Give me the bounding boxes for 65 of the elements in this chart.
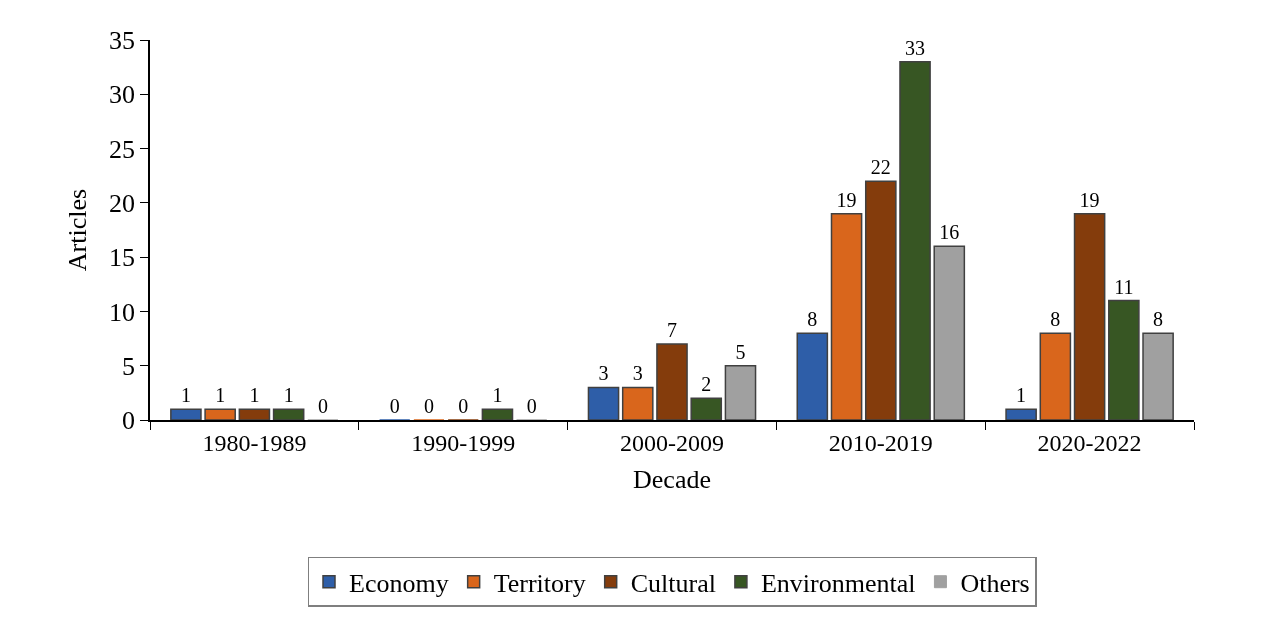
data-label: 8 [1153,308,1164,331]
data-label: 2 [701,373,712,396]
y-tick-label: 35 [109,26,136,56]
bar [621,386,654,420]
data-label: 1 [249,384,260,407]
x-tick-label: 2000-2009 [620,429,724,456]
y-tick-label: 0 [122,406,136,436]
bar [238,408,271,420]
data-label: 16 [939,221,960,244]
bar [933,245,966,420]
data-label: 11 [1114,275,1134,298]
bar [830,212,863,420]
bar [899,60,931,420]
data-label: 0 [423,395,434,417]
y-tick-label: 20 [109,188,136,218]
bar [796,332,829,420]
x-tick-label: 2010-2019 [828,429,933,456]
bar [1142,332,1174,420]
bar [204,408,236,420]
bar [272,408,305,420]
data-label: 8 [807,308,818,331]
data-label: 1 [492,384,503,407]
bar [1005,408,1037,420]
legend-label: Economy [349,568,449,598]
data-label: 1 [283,384,294,407]
y-tick-label: 5 [122,351,136,381]
y-tick-label: 25 [109,134,136,164]
data-label: 19 [836,188,857,211]
data-label: 8 [1050,308,1061,331]
x-tick-label: 2020-2022 [1037,429,1142,456]
x-tick-label: 1980-1989 [202,429,307,456]
bar [587,386,620,420]
y-tick-label: 10 [109,297,136,327]
legend-label: Others [960,568,1030,598]
data-label: 1 [180,384,191,407]
data-label: 3 [598,362,609,385]
legend-label: Environmental [760,568,916,598]
data-label: 5 [735,340,746,363]
bar [724,364,757,420]
x-tick-label: 1990-1999 [411,429,516,456]
data-label: 19 [1079,188,1100,211]
data-label: 0 [526,395,537,417]
x-axis-title: Decade [633,464,711,494]
bar [690,397,723,420]
data-label: 33 [905,36,926,59]
bar [1108,299,1140,420]
data-label: 3 [632,362,643,385]
data-label: 0 [389,395,400,417]
data-label: 0 [317,395,328,417]
legend-label: Territory [493,568,586,598]
bar [864,180,897,420]
y-tick-label: 15 [109,243,136,273]
bar [1073,212,1106,420]
bar [1039,332,1072,420]
data-label: 7 [667,319,677,341]
legend-label: Cultural [630,568,716,598]
bar [170,408,202,420]
data-label: 1 [215,384,226,407]
data-label: 22 [870,156,891,179]
y-axis-title: Articles [62,188,92,272]
data-label: 1 [1016,384,1027,407]
y-tick-label: 30 [109,80,136,110]
bar [656,343,688,420]
data-label: 0 [458,395,469,417]
bar [481,408,514,420]
